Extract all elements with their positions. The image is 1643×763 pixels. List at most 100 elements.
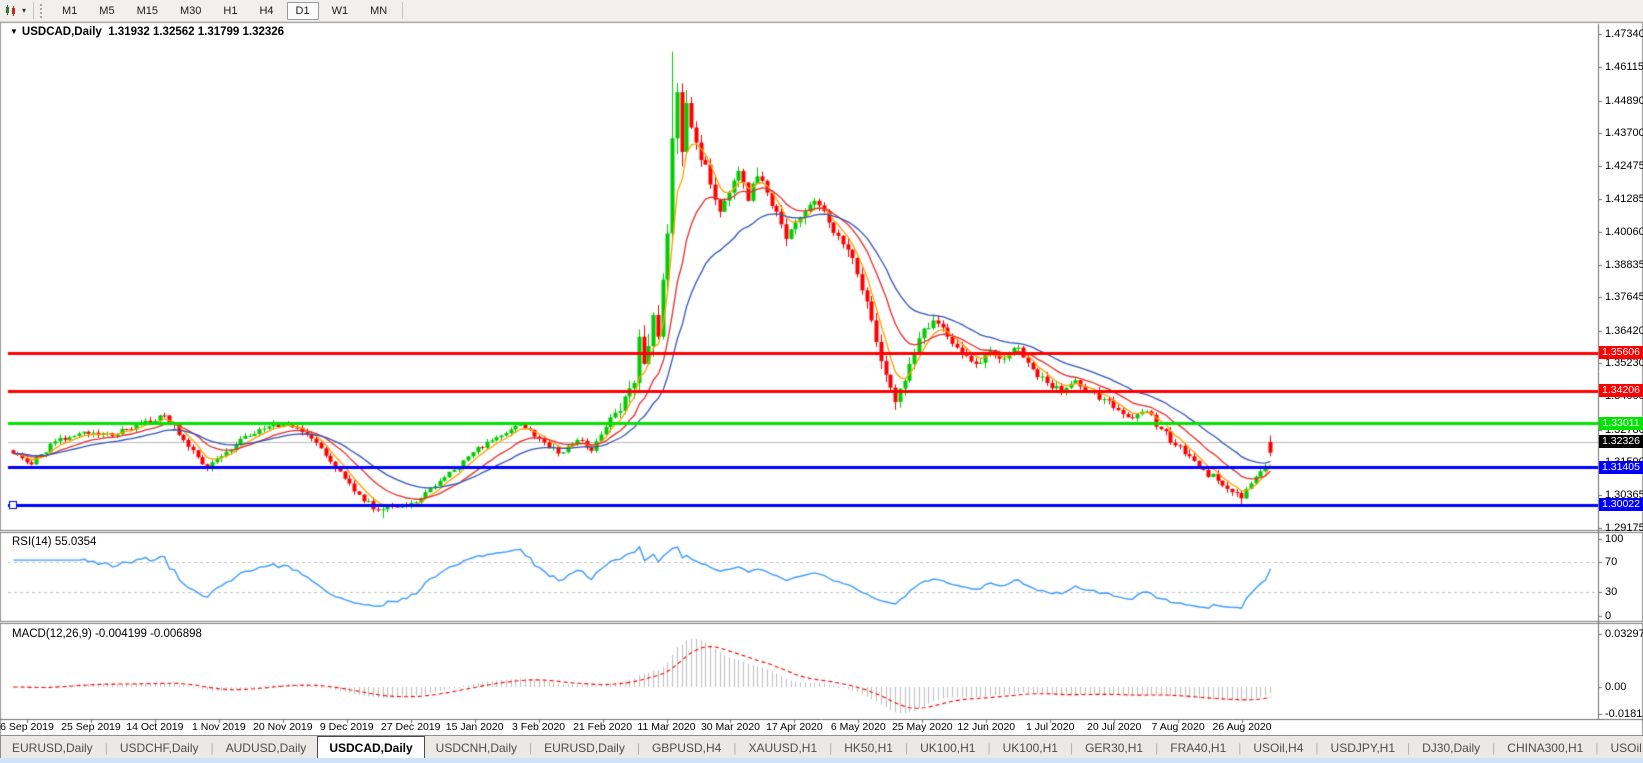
timeframe-button-h1[interactable]: H1 xyxy=(223,4,238,17)
rsi-axis-tick: 100 xyxy=(1605,532,1624,545)
tab-separator: | xyxy=(636,740,640,755)
macd-indicator-label[interactable]: MACD(12,26,9) -0.004199 -0.006898 xyxy=(12,628,202,640)
tab-separator: | xyxy=(829,740,833,755)
date-axis-label: 30 Mar 2020 xyxy=(700,721,760,733)
chart-tab-usdcnh-daily[interactable]: USDCNH,Daily xyxy=(435,740,518,755)
tab-separator: | xyxy=(104,740,108,755)
chart-tab-usdchf-daily[interactable]: USDCHF,Daily xyxy=(119,740,199,755)
timeframe-button-h4[interactable]: H4 xyxy=(259,4,274,17)
tab-separator: | xyxy=(210,740,214,755)
timeframe-button-m15[interactable]: M15 xyxy=(136,4,158,17)
status-strip xyxy=(0,758,1643,763)
timeframe-button-w1[interactable]: W1 xyxy=(331,4,349,17)
chart-tab-fra40-h1[interactable]: FRA40,H1 xyxy=(1170,740,1227,755)
macd-axis-tick: 0.00 xyxy=(1605,681,1627,693)
timeframe-button-mn[interactable]: MN xyxy=(370,4,388,17)
tab-separator: | xyxy=(1069,740,1074,755)
macd-axis-tick: 0.032972 xyxy=(1605,627,1643,640)
level-line-price-badge: 1.34206 xyxy=(1599,384,1643,398)
tab-separator: | xyxy=(1238,740,1242,755)
chart-tab-eurusd-daily[interactable]: EURUSD,Daily xyxy=(544,740,625,755)
date-axis-label: 15 Jan 2020 xyxy=(445,721,504,733)
rsi-axis-tick: 30 xyxy=(1605,586,1618,599)
price-axis-tick: 1.38835 xyxy=(1605,259,1643,272)
price-axis-tick: 1.35230 xyxy=(1605,357,1643,370)
timeframe-button-m5[interactable]: M5 xyxy=(99,4,115,17)
chart-title[interactable]: ▼ USDCAD,Daily 1.31932 1.32562 1.31799 1.… xyxy=(10,26,284,38)
chart-tab-usoil-h1[interactable]: USOil,H1 xyxy=(1610,740,1643,755)
price-axis-tick: 1.29175 xyxy=(1605,521,1643,534)
price-chart-canvas[interactable] xyxy=(0,22,1643,735)
chart-tab-china300-h1[interactable]: CHINA300,H1 xyxy=(1507,740,1584,755)
chart-tab-gbpusd-h4[interactable]: GBPUSD,H4 xyxy=(651,740,722,755)
date-axis-label: 11 Mar 2020 xyxy=(637,721,696,733)
tab-separator: | xyxy=(529,740,533,755)
date-axis-label: 9 Dec 2019 xyxy=(319,721,374,733)
timeframe-button-d1[interactable]: D1 xyxy=(286,1,319,20)
date-axis-label: 20 Nov 2019 xyxy=(253,721,313,733)
chart-tab-uk100-h1[interactable]: UK100,H1 xyxy=(1002,740,1058,755)
date-axis-label: 20 Jul 2020 xyxy=(1086,721,1142,733)
chart-tab-usdcad-daily[interactable]: USDCAD,Daily xyxy=(317,736,425,759)
chart-tab-usoil-h4[interactable]: USOil,H4 xyxy=(1253,740,1304,755)
tab-separator: | xyxy=(733,740,737,755)
chart-tab-xauusd-h1[interactable]: XAUUSD,H1 xyxy=(748,740,818,755)
toolbar-separator xyxy=(402,2,404,19)
chart-ohlc-values-text: 1.31932 1.32562 1.31799 1.32326 xyxy=(108,26,285,38)
chart-tab-ger30-h1[interactable]: GER30,H1 xyxy=(1085,740,1144,755)
chart-tab-dj30-daily[interactable]: DJ30,Daily xyxy=(1422,740,1481,755)
chart-symbol-label: USDCAD,Daily xyxy=(21,26,102,38)
price-axis-tick: 1.37645 xyxy=(1605,291,1643,304)
date-axis-label: 7 Aug 2020 xyxy=(1151,721,1205,733)
chart-tab-eurusd-daily[interactable]: EURUSD,Daily xyxy=(12,740,93,755)
date-axis-label: 27 Dec 2019 xyxy=(380,721,441,733)
date-axis-label: 25 May 2020 xyxy=(891,721,953,733)
timeframe-buttons: M1 M5 M15 M30 H1 H4 D1 W1 MN xyxy=(51,1,398,20)
chart-tabs: EURUSD,Daily | USDCHF,Daily | AUDUSD,Daily US… xyxy=(1,736,1643,759)
toolbar-separator xyxy=(33,2,35,19)
date-axis-label: 26 Aug 2020 xyxy=(1212,721,1272,733)
timeframe-button-m30[interactable]: M30 xyxy=(179,4,202,17)
price-axis-tick: 1.43700 xyxy=(1605,126,1643,139)
chart-tab-uk100-h1[interactable]: UK100,H1 xyxy=(920,740,976,755)
tab-separator: | xyxy=(1492,740,1496,755)
level-line-price-badge: 1.31405 xyxy=(1599,460,1643,474)
toolbar-drag-grip[interactable] xyxy=(40,3,45,18)
price-axis-tick: 1.47340 xyxy=(1605,28,1643,40)
date-axis-label: 3 Feb 2020 xyxy=(512,721,566,733)
macd-axis-tick: -0.018154 xyxy=(1605,708,1643,720)
macd-values-text: -0.004199 -0.006898 xyxy=(95,628,202,640)
level-line-price-badge: 1.33011 xyxy=(1599,416,1643,430)
chart-tab-audusd-daily[interactable]: AUDUSD,Daily xyxy=(225,740,307,755)
rsi-indicator-label[interactable]: RSI(14) 55.0354 xyxy=(12,536,96,548)
price-axis-tick: 1.40060 xyxy=(1605,225,1643,238)
date-axis-label: 12 Jun 2020 xyxy=(957,721,1016,733)
date-axis-label: 1 Nov 2019 xyxy=(191,721,246,733)
date-axis-label: 6 Sep 2019 xyxy=(0,721,54,733)
chart-type-dropdown[interactable]: ▾ xyxy=(2,3,29,18)
level-line-price-badge: 1.35606 xyxy=(1599,346,1643,360)
current-price-price-badge: 1.32326 xyxy=(1599,435,1643,449)
chart-tab-hk50-h1[interactable]: HK50,H1 xyxy=(844,740,893,755)
price-axis-tick: 1.42475 xyxy=(1605,160,1643,173)
tab-separator: | xyxy=(904,740,909,755)
price-axis-tick: 1.46115 xyxy=(1605,61,1643,74)
price-axis-tick: 1.41285 xyxy=(1605,192,1643,205)
chart-title-caret-icon: ▼ xyxy=(10,27,18,36)
price-axis-tick: 1.44890 xyxy=(1605,94,1643,107)
tab-separator: | xyxy=(1155,740,1159,755)
rsi-value-text: 55.0354 xyxy=(54,536,97,548)
date-axis-label: 25 Sep 2019 xyxy=(61,721,121,733)
date-axis-label: 21 Feb 2020 xyxy=(573,721,633,733)
price-axis-tick: 1.36420 xyxy=(1605,324,1643,337)
tab-separator: | xyxy=(1315,740,1319,755)
chart-tab-usdjpy-h1[interactable]: USDJPY,H1 xyxy=(1330,740,1396,755)
level-line-price-badge: 1.30022 xyxy=(1599,498,1643,512)
date-axis-label: 17 Apr 2020 xyxy=(766,721,823,733)
rsi-name: RSI(14) xyxy=(12,536,52,548)
tab-separator: | xyxy=(987,740,991,755)
date-axis-label: 1 Jul 2020 xyxy=(1025,721,1075,733)
rsi-axis-tick: 70 xyxy=(1605,555,1618,568)
timeframe-button-m1[interactable]: M1 xyxy=(62,4,78,17)
